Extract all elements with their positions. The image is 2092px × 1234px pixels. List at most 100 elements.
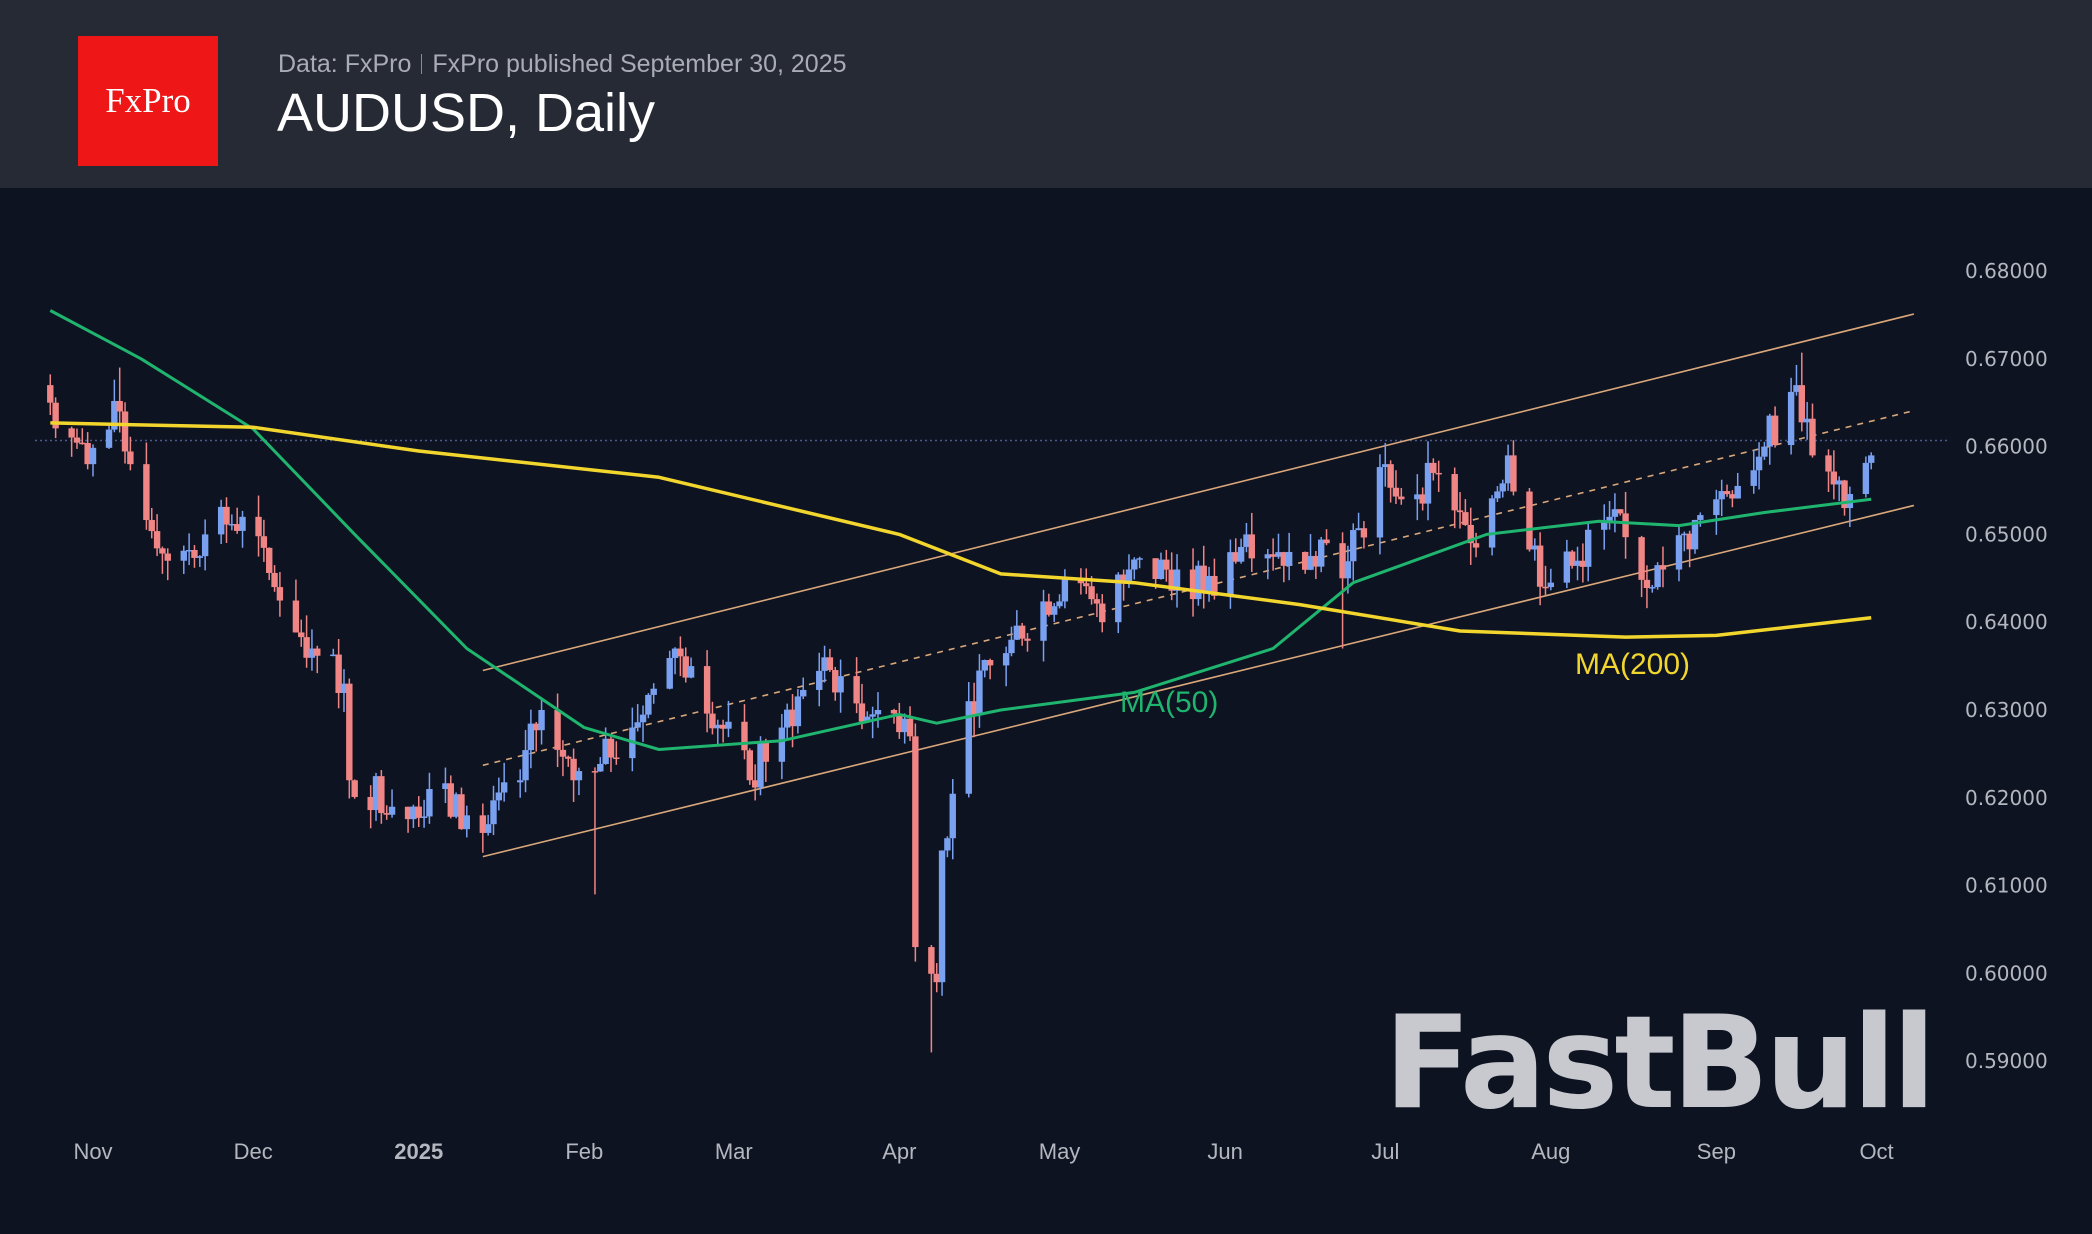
subtitle: Data: FxPro FxPro published September 30,…	[278, 50, 847, 79]
candle-body	[1189, 569, 1197, 600]
x-tick-label: Nov	[73, 1139, 112, 1164]
candle-body	[68, 428, 75, 438]
published-date: FxPro published September 30, 2025	[432, 50, 847, 78]
candle-body	[896, 713, 903, 733]
candle-body	[1045, 601, 1053, 615]
candle-body	[645, 694, 652, 715]
candle-body	[757, 742, 764, 788]
candle-body	[1318, 539, 1325, 567]
candle-body	[864, 716, 871, 722]
candle-body	[677, 648, 684, 657]
candle-body	[1024, 638, 1031, 641]
candle-body	[1280, 552, 1288, 566]
fxpro-logo: FxPro	[78, 36, 218, 166]
candle-body	[420, 816, 428, 818]
candle-body	[1243, 534, 1250, 547]
candle-body	[1456, 510, 1464, 513]
candle-body	[164, 553, 171, 561]
candle-body	[1285, 551, 1293, 566]
candle-body	[127, 451, 134, 465]
candle-body	[1392, 487, 1400, 497]
candle-body	[821, 657, 828, 671]
candle-body	[1008, 639, 1015, 654]
candle-body	[1504, 455, 1512, 484]
candle-body	[346, 683, 353, 781]
x-tick-label: May	[1039, 1139, 1081, 1164]
candle-body	[442, 783, 449, 790]
candle-body	[1611, 509, 1619, 517]
candle-body	[1825, 455, 1832, 472]
candle-body	[1766, 415, 1773, 447]
candle-body	[1526, 491, 1533, 550]
candle-body	[986, 660, 994, 666]
candle-body	[148, 520, 155, 532]
candle-body	[682, 656, 689, 678]
candle-body	[1376, 467, 1384, 538]
candle-body	[111, 400, 118, 430]
candle-body	[1200, 565, 1207, 594]
candle-body	[1051, 606, 1058, 615]
candle-body	[1755, 456, 1763, 471]
header: FxPro Data: FxPro FxPro published Septemb…	[0, 0, 2092, 188]
candle-body	[484, 824, 492, 833]
candle-body	[89, 447, 97, 465]
candle-body	[944, 838, 951, 851]
candle-body	[463, 815, 470, 830]
candle-body	[1414, 494, 1421, 500]
candle-body	[671, 648, 679, 658]
x-tick-label: Mar	[715, 1139, 753, 1164]
candle-body	[500, 782, 508, 793]
y-tick-label: 0.59000	[1965, 1049, 2048, 1073]
candle-body	[1173, 569, 1181, 591]
candle-body	[751, 780, 759, 788]
candle-body	[666, 657, 673, 689]
y-tick-label: 0.64000	[1965, 610, 2048, 634]
candle-body	[201, 534, 209, 557]
candle-body	[1435, 472, 1442, 475]
candle-body	[180, 550, 187, 561]
candle-body	[816, 670, 823, 690]
candle-body	[367, 796, 374, 811]
candle-body	[1809, 418, 1816, 456]
candle-body	[121, 411, 129, 452]
y-tick-label: 0.65000	[1965, 522, 2048, 546]
x-tick-label: Jul	[1371, 1139, 1399, 1164]
candle-body	[308, 648, 316, 658]
candle-body	[1803, 418, 1811, 423]
candle-body	[233, 524, 241, 531]
x-tick-label: Oct	[1859, 1139, 1893, 1164]
candle-body	[495, 792, 503, 801]
candle-body	[490, 800, 497, 825]
y-tick-label: 0.62000	[1965, 786, 2048, 810]
candle-body	[1355, 528, 1362, 531]
candle-body	[1579, 560, 1587, 567]
candle-body	[559, 749, 567, 757]
candle-body	[1125, 569, 1133, 584]
candle-body	[298, 632, 305, 638]
channel-upper-line	[482, 313, 1915, 672]
candle-body	[746, 750, 754, 781]
candle-body	[639, 714, 647, 723]
candle-body	[1862, 462, 1870, 495]
candle-body	[591, 771, 599, 773]
candle-body	[1649, 587, 1656, 589]
candle-body	[1729, 494, 1736, 499]
candle-body	[1675, 535, 1683, 570]
candle-body	[228, 524, 236, 526]
candle-body	[1131, 559, 1138, 570]
candle-body	[762, 742, 770, 762]
candle-body	[1467, 524, 1474, 544]
candle-body	[452, 794, 460, 817]
candle-body	[52, 402, 59, 429]
x-tick-label: 2025	[394, 1139, 443, 1164]
candle-body	[800, 689, 807, 697]
candle-body	[159, 548, 166, 554]
candle-body	[426, 789, 433, 817]
candle-body	[1344, 561, 1352, 579]
candle-body	[527, 723, 535, 751]
candle-body	[1013, 625, 1021, 640]
candle-body	[949, 793, 956, 839]
candle-body	[976, 670, 983, 716]
candle-body	[1568, 551, 1576, 566]
candle-body	[522, 750, 529, 781]
